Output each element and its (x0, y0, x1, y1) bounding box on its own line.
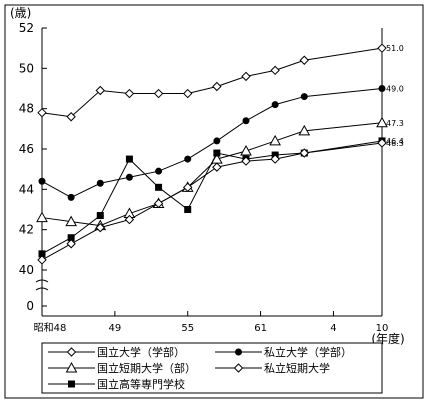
data-point (66, 347, 77, 357)
data-point (68, 380, 75, 388)
x-tick-label: 49 (108, 323, 121, 334)
series-1 (38, 85, 386, 201)
data-point (213, 149, 221, 157)
data-point (240, 144, 252, 156)
data-point (299, 148, 309, 158)
data-point (155, 183, 163, 191)
y-tick-label: 46 (19, 142, 34, 156)
x-axis-unit-label: (年度) (371, 331, 404, 346)
data-point (242, 117, 250, 125)
y-axis-unit-label: (歳) (10, 6, 31, 20)
legend-box (41, 342, 383, 394)
data-point (184, 206, 192, 213)
data-point (125, 173, 133, 181)
series-4 (37, 138, 387, 265)
data-point (184, 155, 192, 163)
data-point (235, 348, 242, 356)
data-point (183, 182, 193, 193)
data-point (241, 71, 251, 82)
data-point (65, 361, 78, 373)
data-point (271, 101, 279, 109)
data-point (153, 198, 164, 209)
legend-item: 国立高等専門学校 (48, 377, 185, 391)
data-point (377, 138, 387, 148)
x-tick-label: 61 (254, 323, 267, 334)
legend-label: 国立高等専門学校 (97, 377, 185, 391)
data-point (376, 116, 388, 128)
y-tick-label: 44 (19, 182, 34, 196)
end-value-label: 46.4 (386, 137, 404, 146)
x-tick-label: 4 (330, 323, 336, 334)
data-point (37, 107, 47, 118)
y-tick-label: 48 (19, 102, 34, 116)
y-tick-label: 42 (19, 223, 34, 237)
axis-break-mark (35, 279, 49, 291)
x-tick-label: 昭和48 (34, 322, 67, 334)
end-value-label: 47.3 (386, 119, 404, 128)
data-point (241, 156, 251, 166)
y-tick-label: 40 (19, 263, 34, 277)
data-point (300, 93, 308, 101)
end-value-label: 46.3 (386, 139, 404, 148)
data-point (125, 155, 133, 163)
x-tick-label: 55 (181, 323, 194, 334)
data-point (38, 177, 46, 185)
data-point (37, 255, 47, 265)
data-point (299, 55, 309, 65)
data-point (213, 137, 221, 145)
data-point (269, 134, 281, 146)
data-point (36, 211, 48, 223)
data-point (183, 88, 193, 99)
data-point (378, 85, 386, 92)
x-tick-label: 10 (376, 323, 389, 334)
y-tick-label: 50 (19, 61, 34, 75)
legend-label: 国立大学（学部） (97, 345, 185, 359)
data-point (298, 124, 311, 136)
data-point (155, 167, 163, 175)
end-value-label: 49.0 (386, 85, 404, 94)
data-point (96, 179, 104, 187)
legend-label: 国立短期大学（部） (97, 361, 196, 375)
data-point (153, 88, 164, 99)
data-point (124, 214, 135, 225)
y-tick-label: 0 (26, 299, 34, 313)
data-point (124, 88, 135, 99)
chart-frame (4, 4, 424, 399)
legend-item: 国立大学（学部） (48, 345, 185, 359)
legend-label: 私立短期大学 (264, 361, 330, 375)
data-point (95, 222, 105, 233)
legend-label: 私立大学（学部） (264, 345, 352, 359)
data-point (66, 239, 76, 249)
end-value-label: 51.0 (386, 44, 404, 53)
legend-item: 私立短期大学 (215, 361, 330, 375)
data-point (65, 215, 77, 227)
y-tick-label: 52 (19, 21, 34, 35)
series-0 (37, 43, 387, 122)
data-point (95, 85, 105, 96)
data-point (270, 65, 280, 76)
data-point (212, 81, 222, 92)
data-point (66, 112, 76, 122)
data-point (67, 193, 75, 201)
data-point (233, 363, 244, 373)
data-point (96, 212, 104, 220)
data-point (270, 154, 280, 164)
legend-item: 私立大学（学部） (215, 345, 352, 359)
data-point (212, 162, 222, 172)
data-point (377, 43, 387, 53)
legend-item: 国立短期大学（部） (48, 361, 196, 375)
